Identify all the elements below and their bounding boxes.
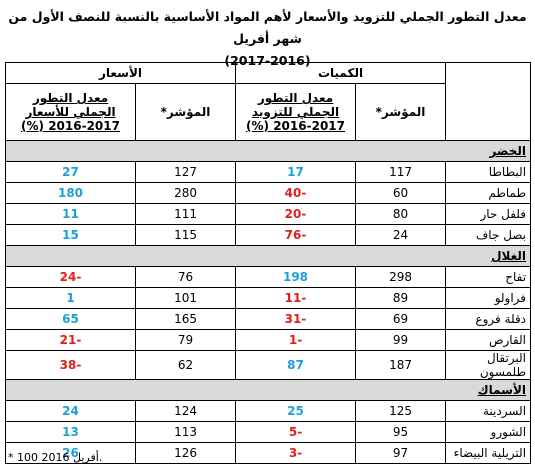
data-table: الكميات الأسعار المؤشر* معدل التطور الجم… <box>4 62 532 464</box>
index-cell: 60 <box>355 182 447 204</box>
footnote: * 100 أفريل 2016. <box>8 451 103 464</box>
table-body: الخضر البطاطا 117 17 127 27 طماطم 60 -40 280 180 فل… <box>4 140 532 464</box>
index-cell: 101 <box>135 287 237 309</box>
section-name: الأسماك <box>4 379 532 401</box>
evolution-cell: 15 <box>4 224 137 246</box>
evolution-cell: 25 <box>235 400 357 422</box>
data-row: دقلة فروع 69 -31 165 65 <box>4 308 532 330</box>
group-header: الكميات <box>235 62 447 84</box>
column-header: معدل التطور الجملي للتزويد 2017-2016 (%) <box>235 83 357 141</box>
index-cell: 127 <box>135 161 237 183</box>
item-name: السردينة <box>445 400 532 422</box>
index-cell: 165 <box>135 308 237 330</box>
section-name: الغلال <box>4 245 532 267</box>
item-name: البطاطا <box>445 161 532 183</box>
evolution-cell: 13 <box>4 421 137 443</box>
item-name: القارص <box>445 329 532 351</box>
evolution-cell: -40 <box>235 182 357 204</box>
data-row: السردينة 125 25 124 24 <box>4 400 532 422</box>
evolution-cell: 11 <box>4 203 137 225</box>
section-row: الغلال <box>4 245 532 267</box>
index-cell: 89 <box>355 287 447 309</box>
evolution-cell: -38 <box>4 350 137 380</box>
column-header: معدل التطور الجملي للأسعار 2017-2016 (%) <box>4 83 137 141</box>
index-cell: 187 <box>355 350 447 380</box>
section-name: الخضر <box>4 140 532 162</box>
index-cell: 95 <box>355 421 447 443</box>
item-name: فلفل حار <box>445 203 532 225</box>
evolution-cell: -31 <box>235 308 357 330</box>
evolution-cell: 24 <box>4 400 137 422</box>
index-cell: 125 <box>355 400 447 422</box>
item-name: التريلية البيضاء <box>445 442 532 464</box>
index-cell: 111 <box>135 203 237 225</box>
item-name: بصل جاف <box>445 224 532 246</box>
evolution-cell: 17 <box>235 161 357 183</box>
index-cell: 113 <box>135 421 237 443</box>
data-row: القارص 99 -1 79 -21 <box>4 329 532 351</box>
data-row: فراولو 89 -11 101 1 <box>4 287 532 309</box>
evolution-cell: -11 <box>235 287 357 309</box>
index-cell: 124 <box>135 400 237 422</box>
data-row: الشورو 95 -5 113 13 <box>4 421 532 443</box>
evolution-cell: 65 <box>4 308 137 330</box>
data-row: تفاح 298 198 76 -24 <box>4 266 532 288</box>
index-cell: 76 <box>135 266 237 288</box>
item-name: فراولو <box>445 287 532 309</box>
evolution-cell: 27 <box>4 161 137 183</box>
evolution-cell: -21 <box>4 329 137 351</box>
evolution-cell: -20 <box>235 203 357 225</box>
column-header: المؤشر* <box>135 83 237 141</box>
section-row: الأسماك <box>4 379 532 401</box>
index-cell: 24 <box>355 224 447 246</box>
index-cell: 62 <box>135 350 237 380</box>
evolution-cell: 198 <box>235 266 357 288</box>
index-cell: 115 <box>135 224 237 246</box>
index-cell: 79 <box>135 329 237 351</box>
evolution-cell: 26 <box>4 442 137 464</box>
group-header: الأسعار <box>4 62 237 84</box>
section-row: الخضر <box>4 140 532 162</box>
index-cell: 80 <box>355 203 447 225</box>
evolution-cell: -24 <box>4 266 137 288</box>
index-cell: 280 <box>135 182 237 204</box>
item-name: تفاح <box>445 266 532 288</box>
evolution-cell: 1 <box>4 287 137 309</box>
data-row: التريلية البيضاء 97 -3 126 26 <box>4 442 532 464</box>
data-row: بصل جاف 24 -76 115 15 <box>4 224 532 246</box>
index-cell: 298 <box>355 266 447 288</box>
evolution-cell: -76 <box>235 224 357 246</box>
index-cell: 99 <box>355 329 447 351</box>
corner <box>445 62 532 141</box>
data-row: طماطم 60 -40 280 180 <box>4 182 532 204</box>
index-cell: 117 <box>355 161 447 183</box>
index-cell: 126 <box>135 442 237 464</box>
data-row: البرتقال طلمسون 187 87 62 -38 <box>4 350 532 380</box>
evolution-cell: 180 <box>4 182 137 204</box>
evolution-cell: -3 <box>235 442 357 464</box>
evolution-cell: -1 <box>235 329 357 351</box>
item-name: الشورو <box>445 421 532 443</box>
data-row: البطاطا 117 17 127 27 <box>4 161 532 183</box>
item-name: طماطم <box>445 182 532 204</box>
index-cell: 69 <box>355 308 447 330</box>
index-cell: 97 <box>355 442 447 464</box>
column-header: المؤشر* <box>355 83 447 141</box>
title: معدل التطور الجملي للتزويد والأسعار لأهم… <box>8 9 527 46</box>
evolution-cell: -5 <box>235 421 357 443</box>
item-name: البرتقال طلمسون <box>445 350 532 380</box>
evolution-cell: 87 <box>235 350 357 380</box>
data-row: فلفل حار 80 -20 111 11 <box>4 203 532 225</box>
item-name: دقلة فروع <box>445 308 532 330</box>
